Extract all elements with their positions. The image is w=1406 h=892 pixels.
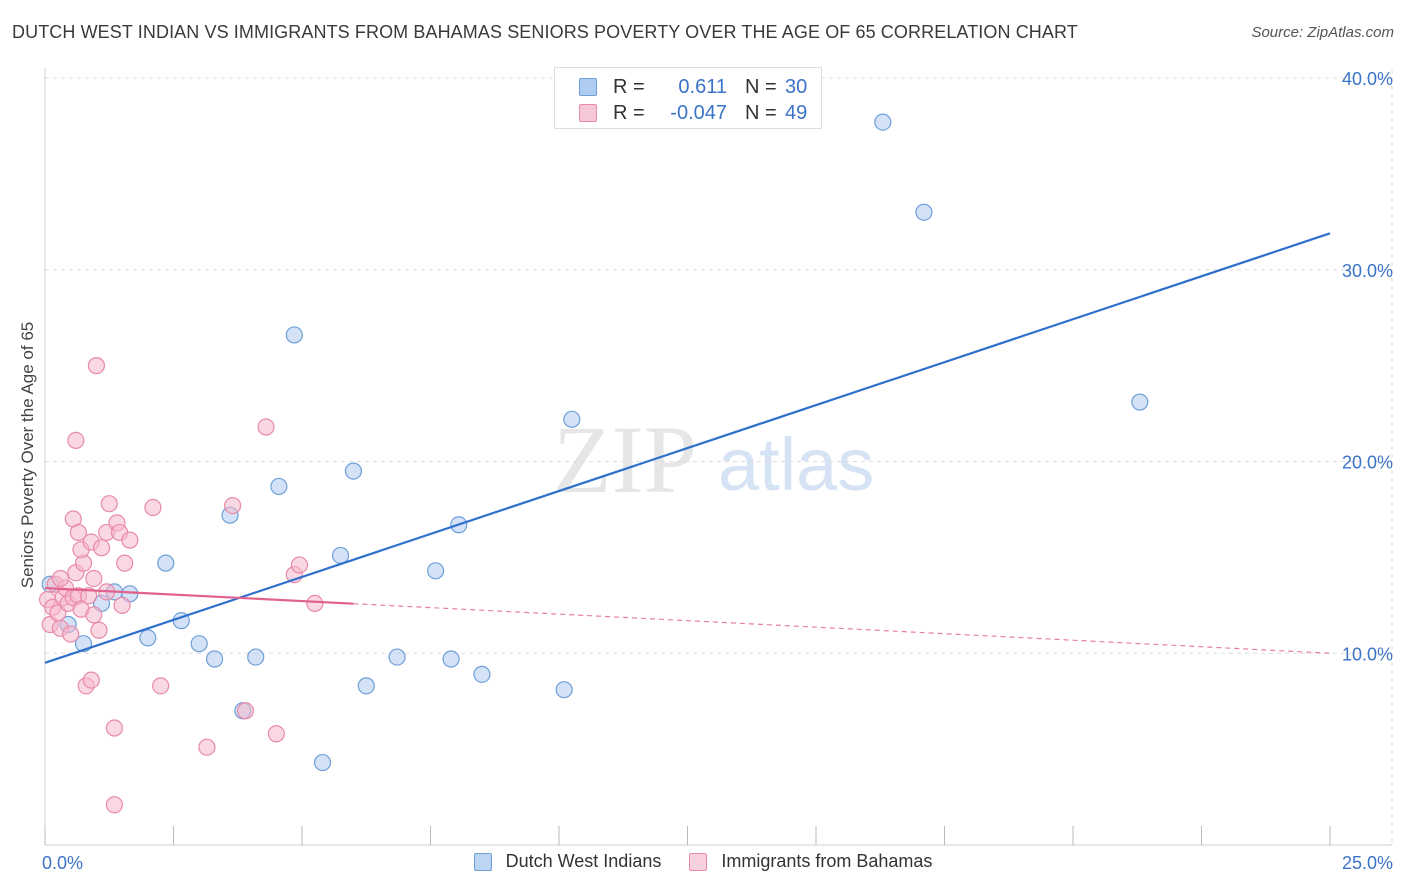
axes [44,68,1392,846]
data-point-bahamas [236,702,255,720]
data-point-dutch-west-indian [357,677,375,695]
legend-row-pink: R = -0.047 N = 49 [579,102,807,124]
data-point-dutch-west-indian [473,665,491,683]
data-point-bahamas [121,531,139,549]
trend-line-bahamas-extension [353,603,1331,654]
data-point-dutch-west-indian [190,635,208,653]
x-tick-label: 0.0% [42,853,83,873]
watermark: ZIP atlas [553,406,874,513]
series-dutch-west-indians [41,113,1149,772]
data-point-dutch-west-indian [139,629,157,647]
data-point-bahamas [87,357,106,375]
y-tick-label: 10.0% [1342,644,1393,664]
legend-item-immigrants-from-bahamas[interactable]: Immigrants from Bahamas [689,851,932,872]
legend-r-key: R = [613,75,645,98]
data-point-bahamas [92,539,111,557]
data-point-dutch-west-indian [247,648,265,666]
legend-n-key: N = [745,101,777,124]
tick-labels: 10.0% 20.0% 30.0% 40.0% 0.0% 25.0% [42,69,1393,873]
data-point-bahamas [80,587,98,605]
data-point-dutch-west-indian [285,326,303,344]
y-tick-label: 40.0% [1342,69,1393,89]
legend-row-blue: R = 0.611 N = 30 [579,76,807,98]
data-point-bahamas [224,497,242,515]
legend-swatch-pink [579,104,597,122]
data-point-dutch-west-indian [563,410,581,428]
legend-swatch-blue [473,852,492,871]
data-point-bahamas [85,569,103,588]
legend-label: Immigrants from Bahamas [721,851,933,871]
data-point-bahamas [85,606,103,624]
legend-swatch-pink [689,852,708,871]
data-point-bahamas [144,498,162,517]
data-point-dutch-west-indian [313,753,332,772]
data-point-dutch-west-indian [442,650,460,668]
series-legend: Dutch West Indians Immigrants from Baham… [0,851,1406,872]
data-point-bahamas [82,671,100,689]
watermark-atlas: atlas [718,423,874,506]
data-point-bahamas [290,556,309,574]
data-point-bahamas [152,677,170,695]
legend-n-key: N = [745,75,777,98]
data-point-bahamas [90,621,108,639]
data-point-dutch-west-indian [270,477,288,496]
trend-line-dutch-west-indians [44,232,1331,664]
data-point-bahamas [116,554,134,572]
x-tick-label: 25.0% [1342,853,1393,873]
legend-n-value: 30 [785,75,808,98]
legend-r-value: -0.047 [670,101,727,124]
data-point-dutch-west-indian [915,203,933,221]
data-point-dutch-west-indian [427,562,445,580]
y-tick-label: 20.0% [1342,453,1393,473]
y-tick-label: 30.0% [1342,261,1393,281]
legend-r-key: R = [613,101,645,124]
data-point-dutch-west-indian [555,681,573,699]
legend-r-value: 0.611 [678,75,727,98]
data-point-dutch-west-indian [344,462,362,480]
series-immigrants-from-bahamas [38,357,324,814]
data-point-dutch-west-indian [206,650,224,668]
data-point-bahamas [267,725,285,743]
legend-n-value: 49 [785,101,808,124]
legend-label: Dutch West Indians [505,851,662,871]
data-point-bahamas [257,418,275,436]
data-point-bahamas [51,569,70,588]
data-point-dutch-west-indian [157,554,175,572]
legend-swatch-blue [579,78,597,96]
data-point-bahamas [306,594,324,612]
correlation-legend: R = 0.611 N = 30 R = -0.047 N = 49 [554,67,822,129]
data-point-bahamas [198,738,216,756]
data-point-bahamas [105,796,123,814]
data-point-bahamas [69,523,88,542]
data-point-bahamas [113,596,131,614]
source-label: Source: ZipAtlas.com [1251,24,1394,41]
trend-line-bahamas [44,586,354,605]
data-point-bahamas [105,719,123,737]
trend-lines [44,232,1331,664]
data-point-dutch-west-indian [1131,393,1149,411]
data-point-dutch-west-indian [388,648,406,666]
chart-title: DUTCH WEST INDIAN VS IMMIGRANTS FROM BAH… [12,22,1078,42]
data-point-bahamas [67,431,85,450]
legend-item-dutch-west-indians[interactable]: Dutch West Indians [473,851,662,872]
data-point-bahamas [100,495,118,513]
data-point-bahamas [62,625,80,643]
data-point-dutch-west-indian [874,113,892,131]
